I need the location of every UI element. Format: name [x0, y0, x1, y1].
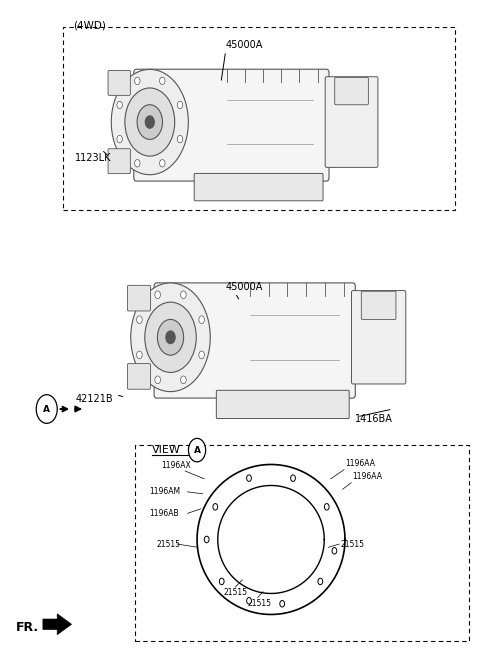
- Text: 1196AA: 1196AA: [345, 459, 375, 468]
- Text: 21515: 21515: [247, 599, 271, 608]
- Text: 1196AM: 1196AM: [149, 487, 180, 496]
- Circle shape: [134, 77, 140, 84]
- Circle shape: [213, 504, 217, 510]
- Circle shape: [117, 136, 122, 143]
- Circle shape: [159, 77, 165, 84]
- Text: VIEW: VIEW: [152, 445, 180, 455]
- FancyBboxPatch shape: [361, 291, 396, 320]
- Circle shape: [125, 88, 175, 156]
- Circle shape: [159, 160, 165, 167]
- Bar: [135, 445, 469, 641]
- Text: 45000A: 45000A: [226, 41, 263, 50]
- FancyBboxPatch shape: [325, 77, 378, 168]
- Circle shape: [332, 548, 337, 554]
- Circle shape: [219, 578, 224, 585]
- Text: 21515: 21515: [340, 540, 364, 548]
- Circle shape: [137, 105, 163, 140]
- Circle shape: [166, 331, 175, 344]
- FancyBboxPatch shape: [134, 69, 329, 181]
- FancyBboxPatch shape: [194, 174, 323, 201]
- Circle shape: [180, 376, 186, 384]
- Text: 1416BA: 1416BA: [355, 414, 393, 424]
- Circle shape: [180, 291, 186, 299]
- Circle shape: [318, 578, 323, 585]
- Circle shape: [134, 160, 140, 167]
- FancyBboxPatch shape: [216, 390, 349, 419]
- Circle shape: [111, 69, 188, 175]
- Text: 21515: 21515: [223, 588, 247, 597]
- Circle shape: [137, 351, 142, 359]
- Circle shape: [36, 395, 57, 423]
- FancyBboxPatch shape: [128, 286, 150, 311]
- FancyBboxPatch shape: [108, 149, 131, 174]
- Circle shape: [145, 302, 196, 373]
- Text: FR.: FR.: [16, 621, 39, 634]
- Bar: [63, 28, 455, 210]
- Text: 1196AA: 1196AA: [352, 472, 382, 481]
- FancyBboxPatch shape: [108, 71, 131, 96]
- Circle shape: [324, 504, 329, 510]
- Circle shape: [117, 102, 122, 109]
- Circle shape: [131, 283, 210, 392]
- Circle shape: [199, 351, 204, 359]
- FancyBboxPatch shape: [128, 364, 150, 389]
- Circle shape: [137, 316, 142, 324]
- Text: A: A: [193, 445, 201, 455]
- Text: 1196AB: 1196AB: [149, 509, 179, 518]
- Circle shape: [189, 438, 205, 462]
- Polygon shape: [43, 614, 72, 635]
- Text: A: A: [43, 405, 50, 413]
- Circle shape: [155, 376, 160, 384]
- Text: 1123LK: 1123LK: [75, 153, 112, 163]
- Circle shape: [247, 475, 252, 481]
- FancyBboxPatch shape: [154, 283, 355, 398]
- FancyBboxPatch shape: [351, 291, 406, 384]
- Circle shape: [155, 291, 160, 299]
- FancyBboxPatch shape: [335, 77, 368, 105]
- Circle shape: [177, 102, 183, 109]
- Text: 42121B: 42121B: [75, 394, 113, 404]
- Circle shape: [280, 601, 285, 607]
- Text: (4WD): (4WD): [73, 21, 106, 31]
- Text: 45000A: 45000A: [226, 282, 263, 291]
- Circle shape: [204, 536, 209, 543]
- Circle shape: [247, 597, 252, 604]
- Circle shape: [199, 316, 204, 324]
- Circle shape: [291, 475, 295, 481]
- Circle shape: [145, 116, 155, 128]
- Text: 21515: 21515: [156, 540, 180, 548]
- Circle shape: [177, 136, 183, 143]
- Circle shape: [157, 320, 184, 355]
- Text: 1196AX: 1196AX: [161, 460, 191, 470]
